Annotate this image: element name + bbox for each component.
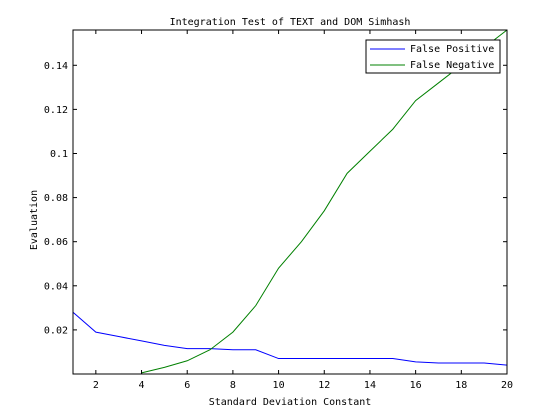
chart-title: Integration Test of TEXT and DOM Simhash: [170, 17, 411, 28]
y-axis-label: Evaluation: [29, 190, 40, 250]
y-tick-label: 0.14: [44, 61, 68, 72]
x-axis-label: Standard Deviation Constant: [209, 397, 372, 408]
legend-box: [365, 39, 501, 74]
x-tick-label: 16: [410, 380, 422, 391]
y-tick-label: 0.06: [44, 237, 68, 248]
legend-label-false-positive: False Positive: [410, 44, 494, 55]
y-tick-label: 0.12: [44, 105, 68, 116]
y-tick-label: 0.02: [44, 325, 68, 336]
x-tick-label: 2: [93, 380, 99, 391]
series-line-false-negative: [141, 29, 508, 374]
y-tick-label: 0.08: [44, 193, 68, 204]
x-tick-label: 12: [318, 380, 330, 391]
legend-label-false-negative: False Negative: [410, 60, 494, 71]
x-tick-label: 4: [139, 380, 145, 391]
y-tick-label: 0.1: [50, 149, 68, 160]
legend: False Positive False Negative: [365, 39, 501, 74]
y-tick-label: 0.04: [44, 281, 68, 292]
x-tick-label: 18: [455, 380, 467, 391]
ticks-layer: 2 4 6 8 10 12 14 16 18 20 0.02 0.04 0.06 0.08 0.1 0.12 0…: [44, 30, 513, 391]
x-tick-label: 14: [364, 380, 376, 391]
series-line-false-positive: [72, 311, 508, 366]
x-tick-label: 10: [273, 380, 285, 391]
x-tick-label: 8: [230, 380, 236, 391]
x-tick-label: 20: [501, 380, 513, 391]
x-tick-label: 6: [184, 380, 190, 391]
plot-frame: [72, 29, 508, 375]
series-layer: [72, 29, 508, 374]
